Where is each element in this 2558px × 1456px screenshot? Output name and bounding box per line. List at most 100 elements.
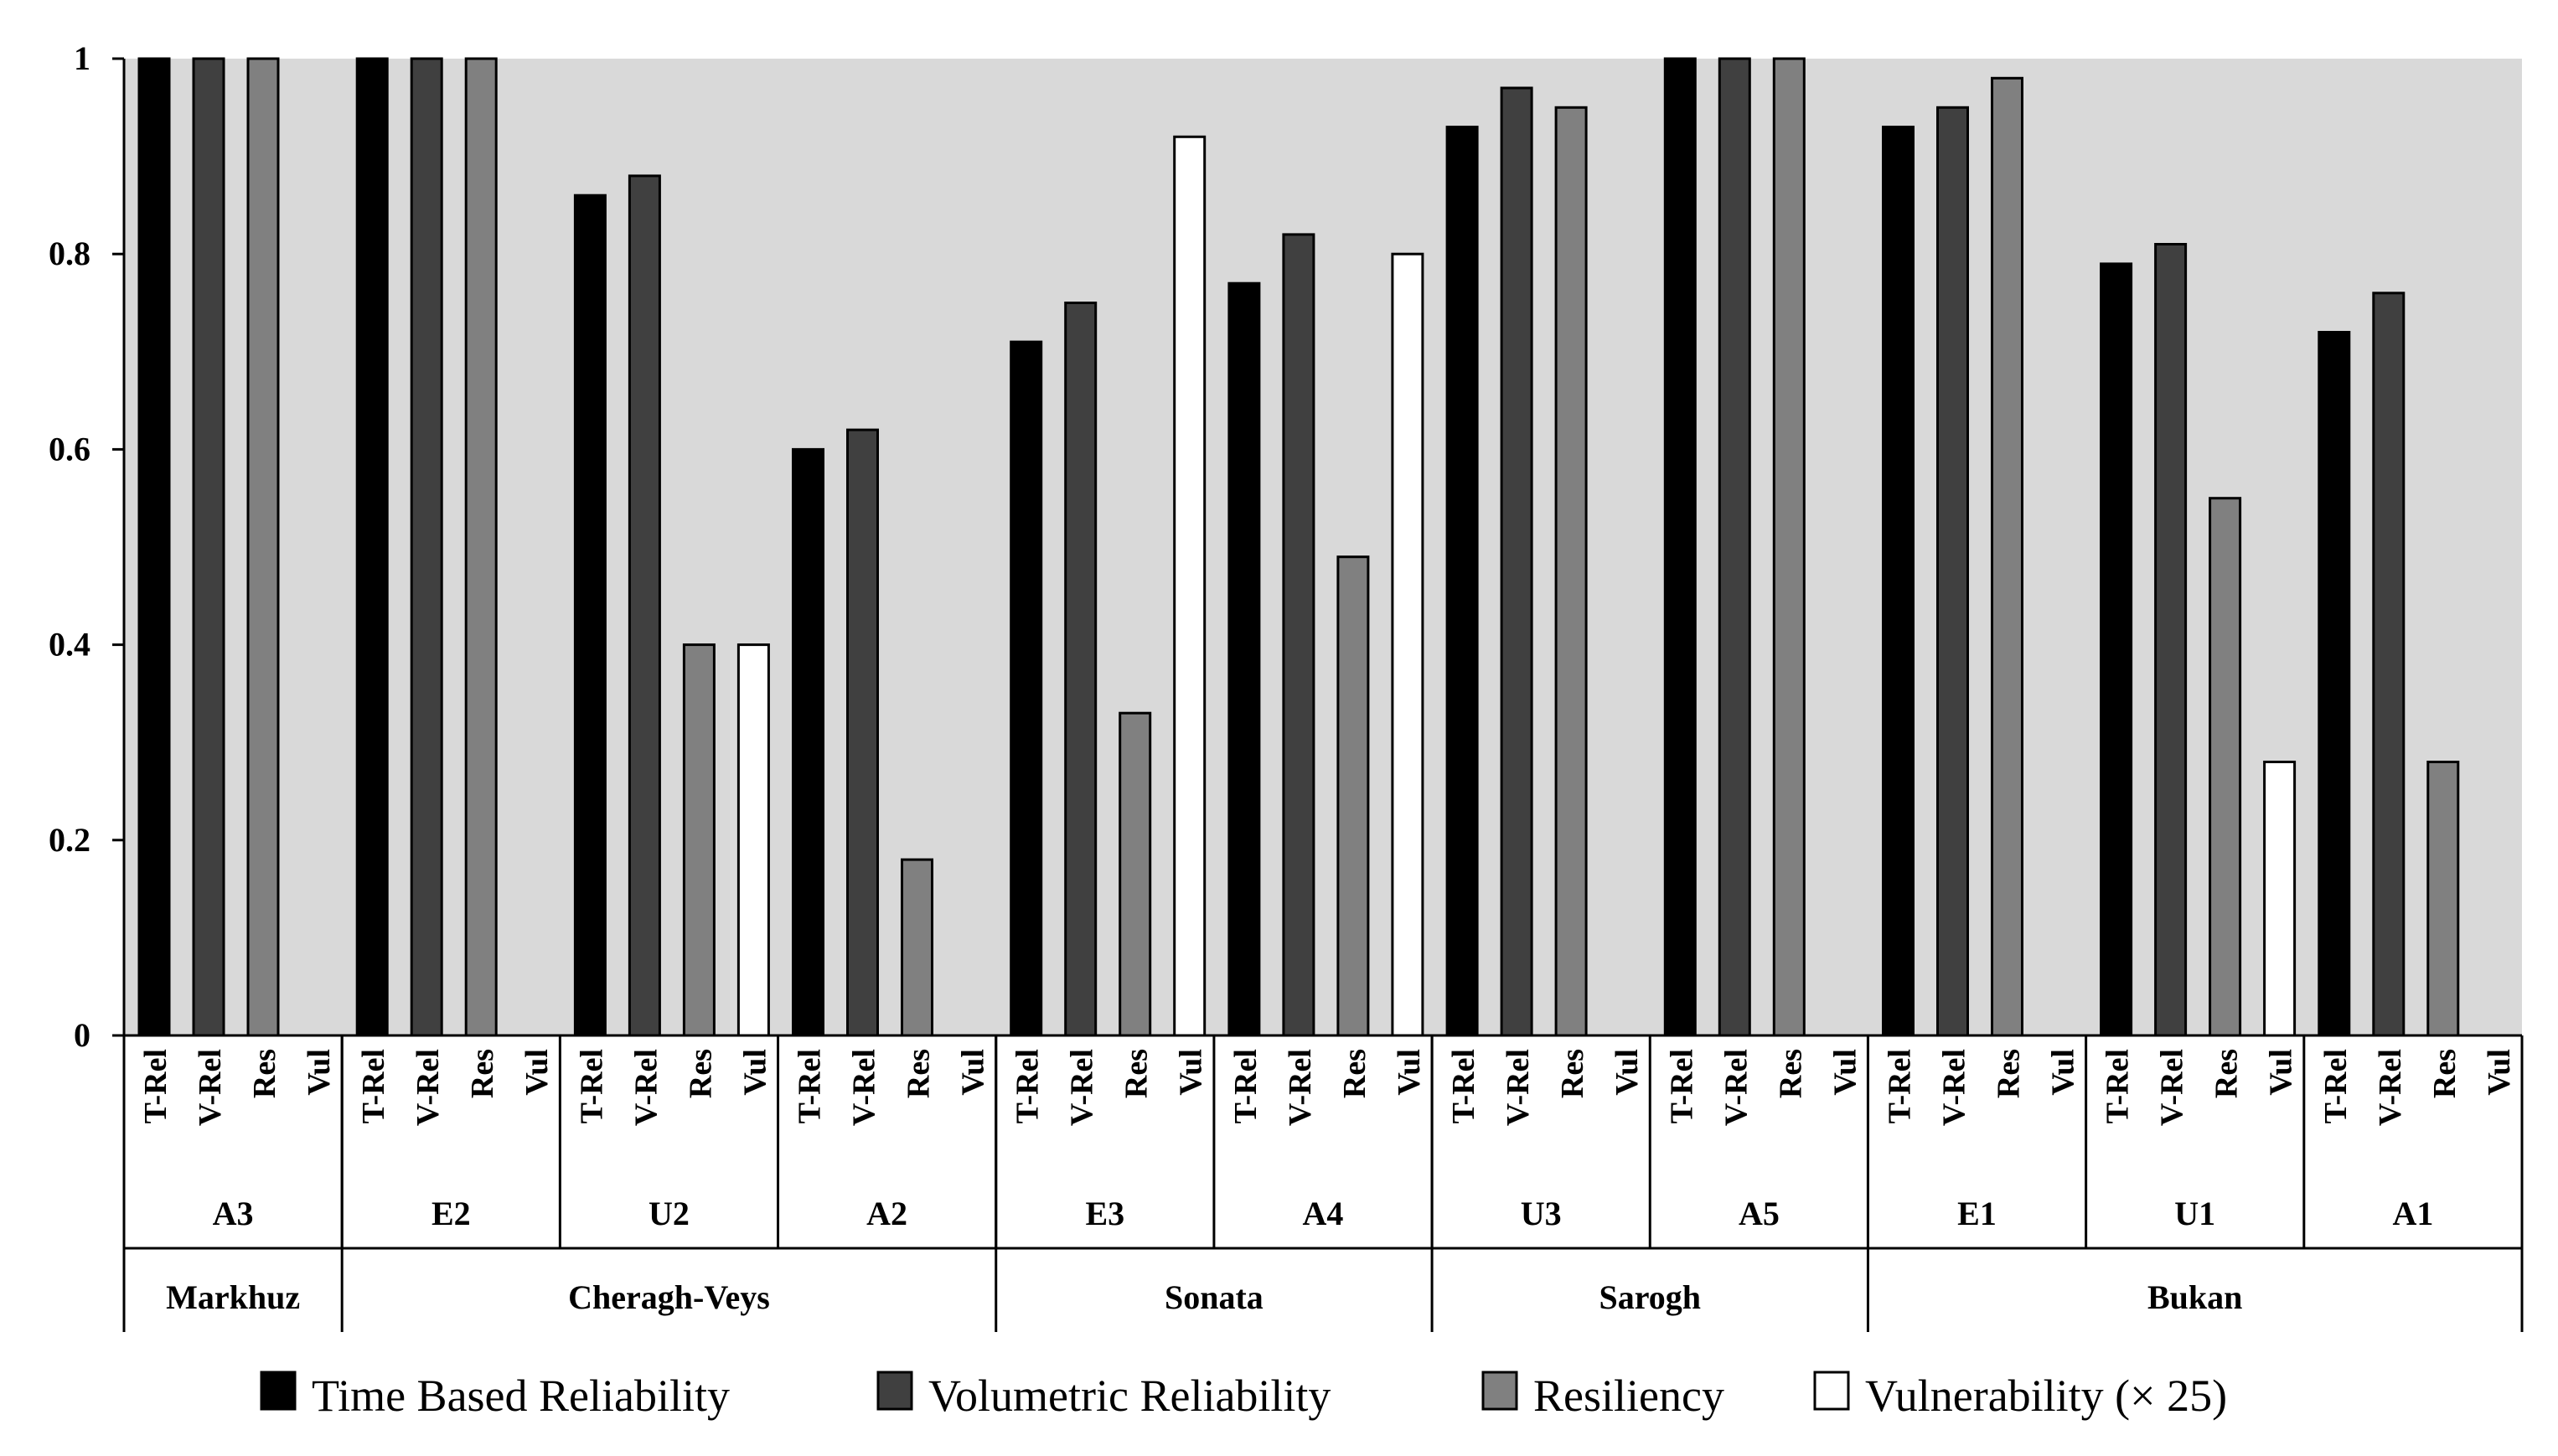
metric-label-vul: Vul <box>2482 1049 2517 1096</box>
metric-label-vul: Vul <box>519 1049 555 1096</box>
bar-vul-u2 <box>736 643 770 1037</box>
bars-layer <box>137 57 2460 1037</box>
site-label-sonata: Sonata <box>1165 1278 1263 1316</box>
bar-vul-a4 <box>1391 252 1424 1037</box>
legend-swatch-vul <box>1813 1371 1850 1411</box>
bar-v-rel-a4 <box>1282 233 1315 1037</box>
bar-t-rel-a2 <box>792 447 824 1037</box>
metric-label-v-rel: V-Rel <box>411 1049 446 1126</box>
metric-label-t-rel: T-Rel <box>1446 1049 1481 1123</box>
bar-v-rel-u1 <box>2154 243 2188 1037</box>
bar-res-a5 <box>1772 57 1806 1037</box>
metric-label-res: Res <box>1773 1049 1808 1098</box>
metric-label-t-rel: T-Rel <box>574 1049 609 1123</box>
metric-label-v-rel: V-Rel <box>1065 1049 1100 1126</box>
bar-t-rel-a5 <box>1663 57 1697 1037</box>
metric-label-vul: Vul <box>2046 1049 2081 1096</box>
y-tick-label: 0.6 <box>49 430 90 467</box>
bar-t-rel-a4 <box>1227 281 1261 1037</box>
bar-res-a1 <box>2426 761 2460 1037</box>
scenario-label-e2: E2 <box>432 1195 471 1232</box>
metric-label-res: Res <box>1119 1049 1155 1098</box>
metric-label-vul: Vul <box>737 1049 773 1096</box>
metric-label-v-rel: V-Rel <box>2155 1049 2190 1126</box>
metric-label-t-rel: T-Rel <box>1664 1049 1699 1123</box>
metric-label-vul: Vul <box>1174 1049 1209 1096</box>
legend: Time Based Reliability Volumetric Reliabi… <box>260 1371 2227 1421</box>
bar-t-rel-e2 <box>355 57 389 1037</box>
bar-v-rel-e3 <box>1064 302 1098 1037</box>
scenario-label-a1: A1 <box>2392 1195 2433 1232</box>
scenario-label-a3: A3 <box>213 1195 254 1232</box>
metric-label-v-rel: V-Rel <box>1718 1049 1754 1126</box>
metric-label-res: Res <box>1992 1049 2027 1098</box>
scenario-label-u1: U1 <box>2174 1195 2215 1232</box>
legend-label-vul: Vulnerability (× 25) <box>1865 1371 2227 1421</box>
scenario-label-e3: E3 <box>1085 1195 1124 1232</box>
bar-t-rel-e3 <box>1010 340 1043 1037</box>
metric-label-res: Res <box>465 1049 500 1098</box>
y-tick-label: 0.2 <box>49 821 90 859</box>
legend-swatch-res <box>1481 1371 1518 1411</box>
metric-label-vul: Vul <box>2264 1049 2299 1096</box>
scenario-label-a5: A5 <box>1739 1195 1780 1232</box>
bar-res-u1 <box>2209 497 2242 1037</box>
metric-label-res: Res <box>2427 1049 2462 1098</box>
metric-label-vul: Vul <box>1392 1049 1427 1096</box>
metric-label-t-rel: T-Rel <box>138 1049 173 1123</box>
metric-label-t-rel: T-Rel <box>356 1049 391 1123</box>
metric-label-v-rel: V-Rel <box>847 1049 882 1126</box>
bar-v-rel-a5 <box>1718 57 1751 1037</box>
bar-res-e3 <box>1119 711 1152 1037</box>
metric-label-t-rel: T-Rel <box>2318 1049 2354 1123</box>
metric-label-vul: Vul <box>1827 1049 1863 1096</box>
axes-layer: 0 0.2 0.4 0.6 0.8 1 <box>49 39 2522 1054</box>
legend-label-res: Resiliency <box>1533 1371 1724 1421</box>
bar-t-rel-u1 <box>2100 262 2133 1037</box>
metric-label-t-rel: T-Rel <box>2101 1049 2136 1123</box>
bar-v-rel-e1 <box>1936 106 1969 1037</box>
site-label-bukan: Bukan <box>2147 1278 2242 1316</box>
y-tick-label: 0 <box>74 1016 90 1054</box>
site-label-sarogh: Sarogh <box>1599 1278 1702 1316</box>
bar-vul-e3 <box>1173 135 1207 1037</box>
bar-res-a4 <box>1336 555 1370 1037</box>
metric-label-vul: Vul <box>302 1049 337 1096</box>
bar-v-rel-e2 <box>410 57 443 1037</box>
legend-label-v-rel: Volumetric Reliability <box>928 1371 1331 1421</box>
bar-vul-u1 <box>2263 761 2297 1037</box>
bar-res-e2 <box>464 57 498 1037</box>
bar-res-a3 <box>246 57 280 1037</box>
legend-swatch-t-rel <box>260 1371 297 1411</box>
scenario-label-e1: E1 <box>1957 1195 1997 1232</box>
scenario-label-u3: U3 <box>1521 1195 1562 1232</box>
y-tick-label: 0.8 <box>49 235 90 272</box>
y-tick-label: 1 <box>74 39 90 77</box>
bar-t-rel-a3 <box>137 57 171 1037</box>
metric-label-res: Res <box>2209 1049 2245 1098</box>
metric-label-vul: Vul <box>1610 1049 1645 1096</box>
metric-label-v-rel: V-Rel <box>1283 1049 1318 1126</box>
metric-label-v-rel: V-Rel <box>1937 1049 1972 1126</box>
metric-label-v-rel: V-Rel <box>2373 1049 2408 1126</box>
bar-res-a2 <box>901 858 933 1037</box>
site-label-cheragh-veys: Cheragh-Veys <box>568 1278 770 1316</box>
metric-label-v-rel: V-Rel <box>628 1049 664 1126</box>
scenario-label-a2: A2 <box>866 1195 907 1232</box>
metric-label-t-rel: T-Rel <box>793 1049 828 1123</box>
x-category-axis: T-Rel V-Rel Res Vul A3 T-Rel V-Rel Res Vul E2 T-Re… <box>122 1035 2524 1332</box>
metric-label-v-rel: V-Rel <box>1501 1049 1536 1126</box>
bar-res-u3 <box>1554 106 1588 1037</box>
site-label-markhuz: Markhuz <box>166 1278 300 1316</box>
bar-v-rel-u3 <box>1500 86 1533 1037</box>
metric-label-t-rel: T-Rel <box>1010 1049 1046 1123</box>
scenario-label-u2: U2 <box>649 1195 690 1232</box>
scenario-label-a4: A4 <box>1303 1195 1344 1232</box>
bar-v-rel-a3 <box>192 57 225 1037</box>
y-tick-label: 0.4 <box>49 626 90 663</box>
legend-label-t-rel: Time Based Reliability <box>312 1371 730 1421</box>
metric-label-vul: Vul <box>956 1049 991 1096</box>
metric-label-t-rel: T-Rel <box>1883 1049 1918 1123</box>
bar-t-rel-a1 <box>2318 331 2351 1037</box>
